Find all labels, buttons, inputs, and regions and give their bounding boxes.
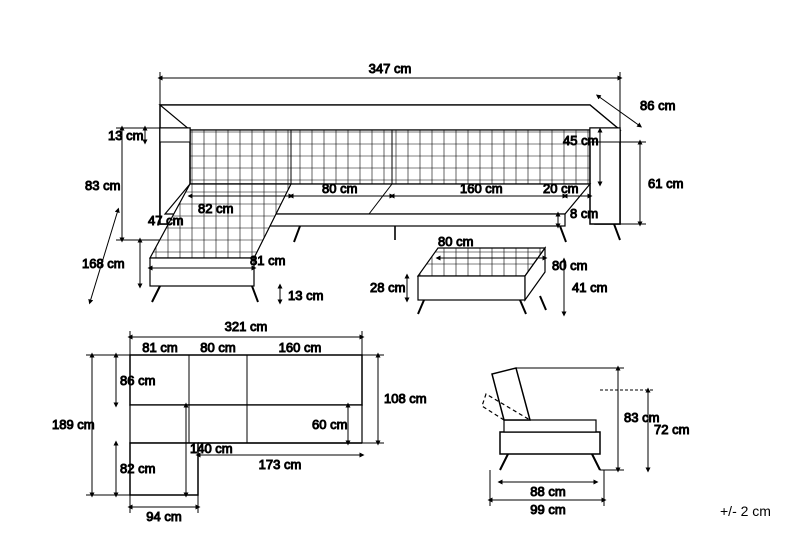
dim-61: 61 cm <box>648 176 683 191</box>
dimension-diagram: 347 cm 86 cm 45 cm 13 cm 83 cm 61 cm 82 … <box>0 0 800 533</box>
dim-8: 8 cm <box>570 206 598 221</box>
dim-160: 160 cm <box>460 181 503 196</box>
dim-80-seat: 80 cm <box>322 181 357 196</box>
plan-189: 189 cm <box>52 417 95 432</box>
plan-86: 86 cm <box>120 373 155 388</box>
plan-108: 108 cm <box>384 391 427 406</box>
dim-83: 83 cm <box>85 178 120 193</box>
dim-leg: 13 cm <box>288 288 323 303</box>
dim-20: 20 cm <box>543 181 578 196</box>
dim-ott-side: 80 cm <box>552 258 587 273</box>
dim-47: 47 cm <box>148 213 183 228</box>
plan-60: 60 cm <box>312 417 347 432</box>
dim-82: 82 cm <box>198 201 233 216</box>
dim-45: 45 cm <box>563 133 598 148</box>
side-72: 72 cm <box>654 422 689 437</box>
side-99: 99 cm <box>530 502 565 517</box>
plan-140: 140 cm <box>190 441 233 456</box>
plan-81: 81 cm <box>142 340 177 355</box>
dim-ott-28: 28 cm <box>370 280 405 295</box>
side-88: 88 cm <box>530 484 565 499</box>
plan-80: 80 cm <box>200 340 235 355</box>
dim-armtop: 13 cm <box>108 128 143 143</box>
side-view <box>482 368 600 470</box>
tolerance-note: +/- 2 cm <box>720 503 771 519</box>
dim-86: 86 cm <box>640 98 675 113</box>
plan-160: 160 cm <box>279 340 322 355</box>
plan-321: 321 cm <box>225 319 268 334</box>
dim-ott-top: 80 cm <box>438 234 473 249</box>
dim-81c: 81 cm <box>250 253 285 268</box>
dim-347: 347 cm <box>369 61 412 76</box>
plan-94: 94 cm <box>146 509 181 524</box>
dim-168: 168 cm <box>82 256 125 271</box>
plan-82: 82 cm <box>120 461 155 476</box>
plan-173: 173 cm <box>259 457 302 472</box>
dim-ott-41: 41 cm <box>572 280 607 295</box>
